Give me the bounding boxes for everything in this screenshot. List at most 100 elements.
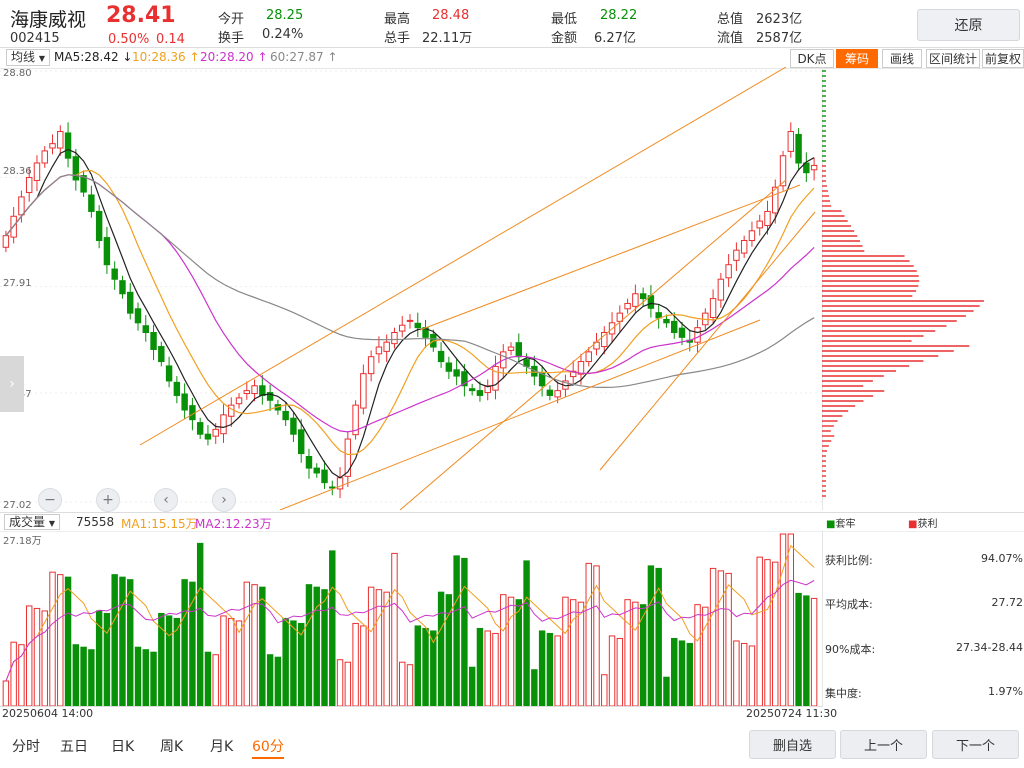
volume-bar (476, 627, 484, 707)
candle (367, 356, 375, 375)
tab-daily-k[interactable]: 日K (111, 739, 135, 755)
candle (437, 350, 445, 363)
volume-bar (702, 606, 709, 707)
volume-bar (321, 589, 328, 707)
volume-bar (624, 599, 631, 707)
expand-left-icon[interactable]: › (0, 356, 24, 412)
volume-ma2: MA2:12.23万 (195, 517, 272, 531)
stock-name: 海康威视 (10, 9, 87, 31)
tab-intraday[interactable]: 分时 (12, 739, 40, 755)
volume-bar (2, 680, 10, 707)
candle (725, 264, 732, 279)
volume-bar (437, 591, 445, 707)
volume-value: 75558 (76, 515, 115, 529)
volume-bar (779, 533, 787, 707)
candle (461, 371, 468, 387)
candle (616, 312, 624, 322)
pan-right-button[interactable]: › (212, 488, 236, 512)
volume-bar (748, 645, 756, 707)
trend-line (399, 179, 787, 511)
volume-bar (391, 552, 398, 707)
candle (585, 351, 592, 363)
candle (158, 346, 165, 363)
stat-label-open: 今开 (218, 12, 245, 27)
volume-label: 成交量 (9, 515, 46, 529)
candle (88, 194, 95, 212)
avg-cost-row: 平均成本: 27.72 (825, 596, 1023, 611)
volume-bar (709, 567, 717, 707)
volume-bar (795, 592, 802, 707)
volume-bar (204, 651, 212, 707)
arrow-down-icon: ↓ (122, 50, 133, 64)
candle (554, 390, 561, 398)
candle (259, 385, 266, 396)
volume-bar (632, 601, 639, 707)
volume-bar (305, 584, 313, 707)
volume-select[interactable]: 成交量 ▼ (4, 514, 60, 530)
tab-forward-adjust[interactable]: 前复权 (982, 49, 1024, 68)
volume-bar (422, 627, 429, 707)
candle (740, 239, 748, 254)
candle (484, 385, 491, 394)
candle (150, 332, 157, 350)
candle (352, 404, 359, 436)
square-icon: ■ (826, 519, 836, 530)
volume-bar (399, 661, 406, 707)
candle (383, 341, 390, 352)
tab-interval-stats[interactable]: 区间统计 (926, 49, 980, 68)
volume-bar (500, 594, 507, 707)
tab-monthly-k[interactable]: 月K (210, 739, 234, 755)
tab-chips[interactable]: 筹码 (836, 49, 878, 68)
candle (173, 381, 181, 396)
tab-60min[interactable]: 60分 (252, 736, 284, 759)
candle (772, 186, 779, 214)
next-button[interactable]: 下一个 (932, 730, 1019, 759)
volume-bar (189, 581, 196, 707)
ma5-value: MA5:28.42 ↓ (54, 50, 133, 64)
kline-svg (0, 66, 822, 511)
kline-chart[interactable] (0, 66, 823, 511)
candle (235, 397, 243, 405)
previous-button[interactable]: 上一个 (840, 730, 927, 759)
price-label-top: 28.80 (3, 68, 32, 79)
tab-draw-line[interactable]: 画线 (882, 49, 922, 68)
candle (810, 164, 818, 171)
candle (321, 469, 328, 484)
volume-bar (49, 571, 56, 707)
pan-left-button[interactable]: ‹ (154, 488, 178, 512)
volume-bar (196, 542, 204, 707)
ma20-value: 20:28.20 ↑ (200, 50, 268, 64)
candle (779, 155, 787, 187)
dk-point-toggle[interactable]: DK点 (790, 49, 834, 68)
zoom-in-button[interactable]: + (96, 488, 120, 512)
candle (204, 433, 212, 440)
volume-ma2-line (5, 579, 815, 682)
stat-label-amount: 金额 (551, 31, 578, 46)
tab-five-day[interactable]: 五日 (60, 739, 88, 755)
candle (787, 131, 795, 152)
volume-bar (259, 586, 266, 707)
remove-watchlist-button[interactable]: 删自选 (749, 730, 836, 759)
volume-svg (2, 533, 818, 707)
tab-weekly-k[interactable]: 周K (160, 739, 184, 755)
volume-bar (484, 630, 491, 707)
candle (181, 393, 188, 411)
volume-bar (523, 560, 530, 707)
volume-bar (360, 625, 367, 707)
volume-bar (678, 640, 686, 707)
volume-ma1-line (5, 544, 815, 682)
volume-bar (601, 674, 608, 707)
volume-chart[interactable] (0, 530, 823, 707)
indicator-select[interactable]: 均线 ▼ (6, 49, 50, 66)
candle (251, 385, 258, 395)
trend-line (599, 211, 816, 471)
zoom-out-button[interactable]: − (38, 488, 62, 512)
restore-button[interactable]: 还原 (917, 9, 1020, 41)
volume-bar (10, 641, 17, 707)
candle (72, 156, 80, 181)
candle (492, 365, 499, 391)
candle (290, 417, 297, 435)
candle (756, 220, 763, 229)
candle (678, 327, 686, 338)
volume-bar (103, 612, 111, 707)
